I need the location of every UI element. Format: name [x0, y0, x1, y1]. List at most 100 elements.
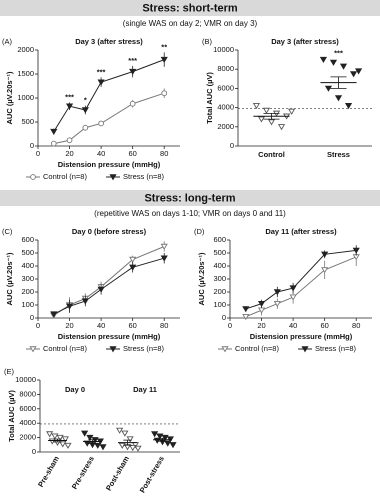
- marker: [161, 90, 168, 97]
- x-tick-label: 20: [257, 321, 265, 330]
- panel-label: (B): [202, 37, 213, 46]
- y-tick-label: 8000: [19, 389, 36, 398]
- marker: [99, 444, 107, 451]
- marker: [352, 247, 360, 254]
- y-tick-label: 300: [213, 274, 226, 283]
- annotation: ***: [128, 56, 137, 65]
- y-tick-label: 4000: [19, 418, 36, 427]
- marker: [161, 434, 169, 442]
- x-tick-label: 60: [320, 321, 328, 330]
- y-tick-label: 6000: [19, 404, 36, 413]
- group-label: Day 0: [65, 385, 85, 394]
- section-band: [0, 0, 380, 16]
- legend-label: Stress (n=8): [315, 344, 357, 353]
- legend-label: Stress (n=8): [123, 344, 165, 353]
- annotation: *: [84, 96, 87, 105]
- marker: [151, 431, 159, 438]
- marker: [134, 445, 142, 452]
- x-tick-label: 40: [97, 149, 105, 158]
- x-tick-label: Stress: [327, 150, 350, 159]
- y-tick-label: 400: [21, 261, 34, 270]
- marker: [129, 264, 137, 271]
- marker: [59, 441, 67, 448]
- marker: [160, 243, 168, 250]
- marker: [319, 56, 328, 64]
- x-tick-label: 0: [36, 149, 40, 158]
- panel-label: (A): [2, 37, 13, 46]
- marker: [324, 85, 333, 92]
- marker: [64, 442, 72, 449]
- section-title: Stress: long-term: [144, 192, 235, 204]
- y-tick-label: 600: [213, 235, 226, 244]
- marker: [81, 298, 89, 305]
- annotation: ***: [334, 49, 343, 58]
- y-tick-label: 10000: [15, 375, 36, 384]
- y-tick-label: 10000: [213, 45, 234, 54]
- annotation: ***: [65, 92, 74, 101]
- marker: [81, 430, 89, 437]
- series-line: [53, 59, 165, 132]
- x-tick-label: 40: [289, 321, 297, 330]
- marker: [156, 433, 164, 440]
- marker: [50, 140, 57, 147]
- y-axis-label: Total AUC (µV): [205, 72, 214, 124]
- legend-marker: [221, 346, 229, 353]
- annotation: **: [161, 42, 167, 51]
- marker: [121, 430, 129, 437]
- panel-label: (D): [194, 227, 205, 236]
- x-tick-label: 0: [36, 321, 40, 330]
- legend-label: Control (n=8): [43, 344, 87, 353]
- y-tick-label: 0: [222, 313, 226, 322]
- marker: [344, 102, 353, 110]
- marker: [98, 120, 104, 127]
- marker: [116, 427, 124, 434]
- y-tick-label: 400: [213, 261, 226, 270]
- series-line: [245, 249, 357, 310]
- section-band: [0, 190, 380, 206]
- series-line: [53, 246, 165, 316]
- x-tick-label: 60: [128, 321, 136, 330]
- y-axis-label: AUC (µV.20s⁻¹): [5, 71, 14, 125]
- x-tick-label: 80: [160, 149, 168, 158]
- y-tick-label: 500: [21, 248, 34, 257]
- marker: [81, 107, 89, 114]
- y-tick-label: 500: [21, 117, 34, 126]
- y-tick-label: 4000: [217, 103, 234, 112]
- y-tick-label: 100: [21, 300, 34, 309]
- x-tick-label: Post-stress: [138, 454, 166, 494]
- marker: [129, 100, 136, 107]
- marker: [166, 436, 174, 443]
- marker: [257, 301, 266, 308]
- chart-title: Day 0 (before stress): [72, 227, 147, 236]
- y-tick-label: 200: [213, 287, 226, 296]
- x-tick-label: Post-sham: [104, 454, 131, 492]
- legend-marker: [301, 346, 309, 353]
- marker: [267, 119, 276, 126]
- marker: [65, 103, 74, 110]
- marker: [160, 56, 168, 64]
- marker: [129, 444, 137, 452]
- marker: [82, 124, 89, 131]
- x-tick-label: 80: [160, 321, 168, 330]
- legend-marker: [30, 174, 36, 180]
- marker: [277, 124, 286, 131]
- y-tick-label: 300: [21, 274, 34, 283]
- section-subtitle: (single WAS on day 2; VMR on day 3): [123, 19, 258, 28]
- y-tick-label: 200: [21, 287, 34, 296]
- x-tick-label: 40: [97, 321, 105, 330]
- marker: [129, 68, 137, 76]
- marker: [289, 285, 297, 292]
- marker: [321, 267, 329, 274]
- marker: [257, 116, 266, 123]
- x-tick-label: Pre-stress: [70, 454, 96, 490]
- y-tick-label: 0: [230, 141, 234, 150]
- marker: [126, 436, 134, 443]
- marker: [355, 68, 363, 75]
- marker: [329, 59, 338, 66]
- y-tick-label: 600: [21, 235, 34, 244]
- series-line: [53, 257, 165, 315]
- x-tick-label: 60: [128, 149, 136, 158]
- marker: [273, 289, 281, 296]
- marker: [289, 294, 297, 301]
